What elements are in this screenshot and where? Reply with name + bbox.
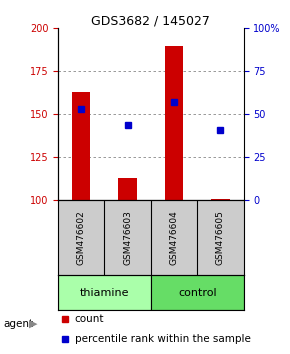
Bar (72, 92, 90, 200)
Text: agent: agent (3, 319, 33, 329)
Text: GSM476605: GSM476605 (216, 210, 225, 265)
Title: GDS3682 / 145027: GDS3682 / 145027 (91, 14, 210, 27)
Text: control: control (178, 288, 217, 298)
Text: percentile rank within the sample: percentile rank within the sample (75, 334, 251, 344)
Bar (151, 275, 244, 310)
Text: GSM476602: GSM476602 (77, 210, 86, 265)
Text: GSM476603: GSM476603 (123, 210, 132, 265)
Text: ▶: ▶ (29, 319, 38, 329)
Text: thiamine: thiamine (80, 288, 129, 298)
Bar (58, 275, 151, 310)
Text: GSM476604: GSM476604 (169, 210, 179, 265)
Bar (211, 199, 230, 200)
Bar (165, 46, 183, 200)
Bar (118, 178, 137, 200)
Text: count: count (75, 314, 104, 324)
